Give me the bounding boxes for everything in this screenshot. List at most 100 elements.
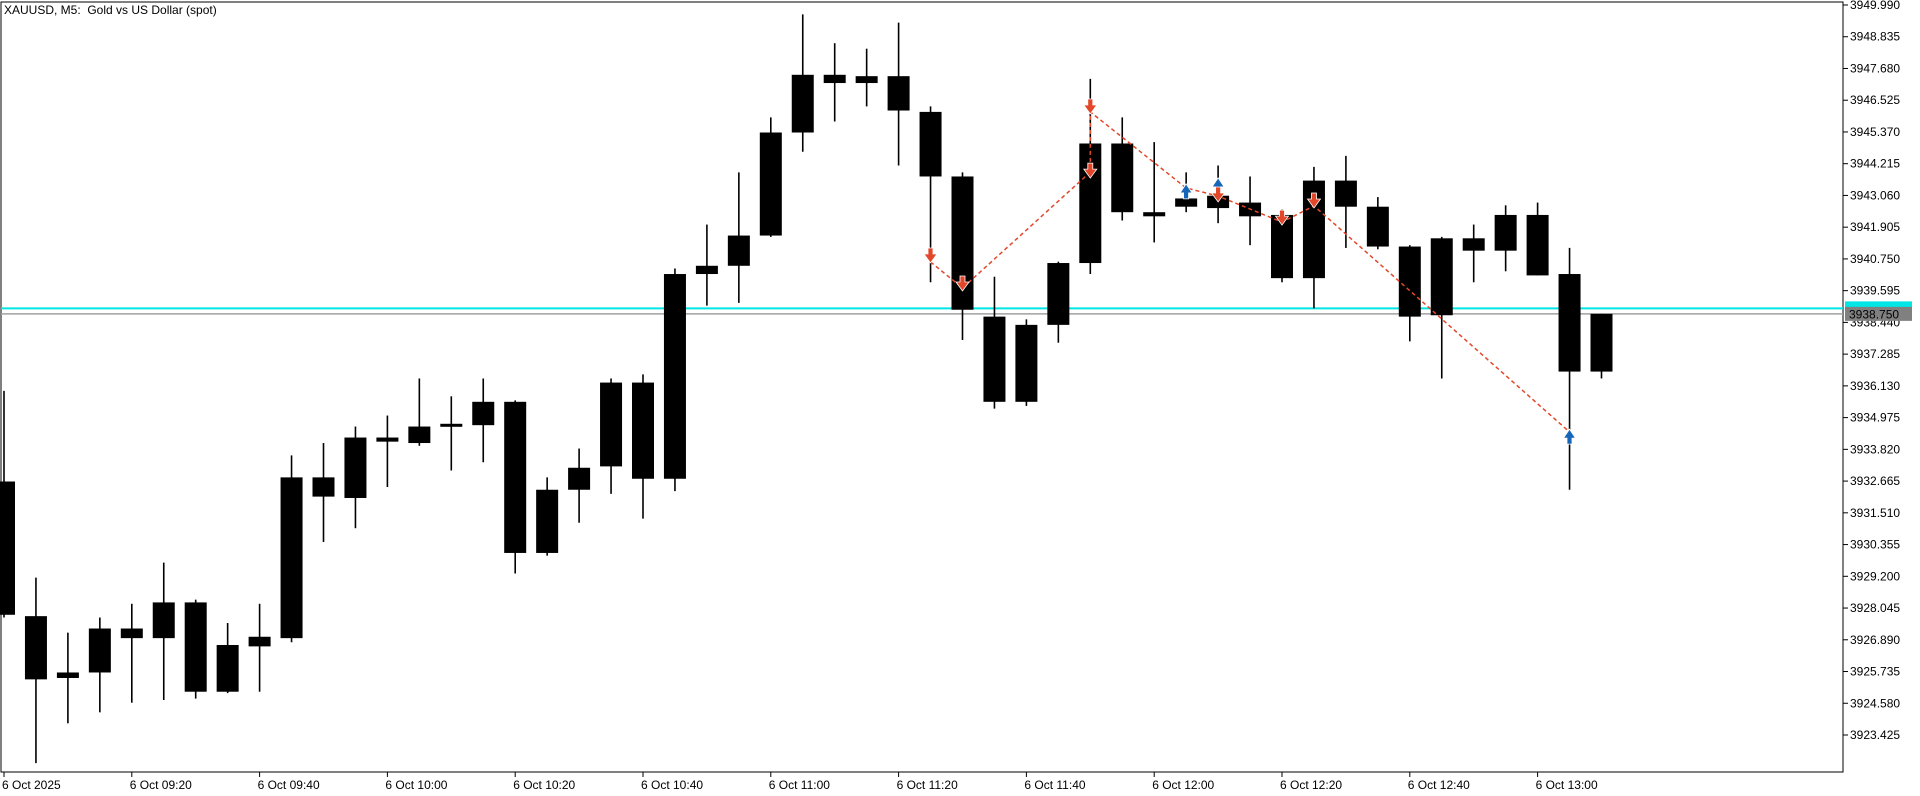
candle-body: [536, 489, 559, 553]
price-axis-label: 3925.735: [1850, 665, 1900, 679]
candle-body: [184, 602, 207, 692]
candle-body: [120, 628, 143, 639]
price-axis-label: 3944.215: [1850, 157, 1900, 171]
candle-body: [1494, 214, 1517, 251]
candle-body: [440, 423, 463, 427]
sell-arrow-icon: [923, 247, 938, 264]
time-axis-label: 6 Oct 11:40: [1024, 778, 1085, 792]
sell-arrow-icon: [1274, 209, 1290, 226]
candle-body: [1302, 180, 1325, 279]
price-axis-label: 3946.525: [1850, 93, 1900, 107]
time-axis-label: 6 Oct 13:00: [1536, 778, 1598, 792]
candle-body: [1079, 143, 1102, 264]
price-axis-label: 3926.890: [1850, 633, 1900, 647]
plot-border: [0, 1, 1844, 773]
candle-body: [887, 76, 910, 111]
candle-body: [1143, 212, 1166, 217]
candle-body: [600, 382, 623, 467]
price-axis-label: 3941.905: [1850, 220, 1900, 234]
price-axis-label: 3948.835: [1850, 30, 1900, 44]
time-axis-label: 6 Oct 12:20: [1280, 778, 1342, 792]
price-axis-label: 3928.045: [1850, 601, 1900, 615]
candle-body: [919, 111, 942, 177]
candle-body: [759, 132, 782, 236]
candle-body: [1462, 238, 1485, 251]
candle-body: [1271, 214, 1293, 279]
time-axis-label: 6 Oct 2025: [2, 778, 61, 792]
price-axis-label: 3933.820: [1850, 442, 1900, 456]
price-axis-label: 3934.975: [1850, 411, 1900, 425]
time-axis-label: 6 Oct 11:00: [769, 778, 830, 792]
candle-body: [376, 437, 399, 442]
sell-arrow-icon: [1083, 162, 1098, 179]
buy-arrow-icon: [1562, 428, 1577, 445]
candle-body: [791, 74, 814, 133]
candle-body: [1590, 313, 1613, 372]
time-axis-label: 6 Oct 12:00: [1152, 778, 1214, 792]
time-axis-label: 6 Oct 09:40: [258, 778, 320, 792]
candle-body: [1526, 214, 1549, 276]
candle-body: [855, 76, 878, 84]
candle-body: [951, 176, 974, 310]
candle-body: [632, 382, 654, 479]
candle-body: [727, 235, 750, 266]
candle-body: [1334, 180, 1357, 207]
candle-body: [823, 74, 846, 84]
price-axis-label: 3932.665: [1850, 474, 1900, 488]
candle-body: [1047, 263, 1070, 325]
time-axis-label: 6 Oct 10:40: [641, 778, 703, 792]
candle-body: [695, 265, 718, 275]
time-axis-label: 6 Oct 12:40: [1408, 778, 1470, 792]
candle-body: [1558, 274, 1581, 372]
candle-body: [663, 274, 686, 479]
price-axis-label: 3939.595: [1850, 284, 1900, 298]
price-axis-label: 3923.425: [1850, 728, 1900, 742]
price-axis-label: 3931.510: [1850, 506, 1900, 520]
candle-body: [56, 672, 79, 678]
price-axis-label: 3930.355: [1850, 538, 1900, 552]
candle-body: [344, 437, 367, 498]
candle-body: [408, 426, 431, 444]
price-axis-label: 3940.750: [1850, 252, 1900, 266]
time-axis-label: 6 Oct 10:20: [513, 778, 575, 792]
candle-body: [1015, 324, 1038, 402]
sell-arrow-icon: [955, 275, 970, 292]
candle-body: [568, 467, 591, 490]
price-axis-label: 3949.990: [1850, 0, 1900, 12]
sell-arrow-icon: [1306, 192, 1322, 209]
sell-arrow-icon: [1210, 186, 1226, 203]
price-axis-label: 3929.200: [1850, 569, 1900, 583]
price-axis-label: 3947.680: [1850, 61, 1900, 75]
bid-price-label: 3938.750: [1849, 307, 1899, 321]
time-axis-label: 6 Oct 09:20: [130, 778, 192, 792]
price-axis-label: 3924.580: [1850, 696, 1900, 710]
candle-body: [216, 645, 239, 692]
price-axis-label: 3937.285: [1850, 347, 1900, 361]
candle-body: [504, 401, 527, 553]
sell-arrow-icon: [1083, 98, 1098, 115]
price-axis-label: 3936.130: [1850, 379, 1900, 393]
candle-body: [0, 481, 15, 615]
buy-arrow-icon: [1179, 183, 1193, 200]
candle-body: [312, 477, 335, 497]
chart-title: XAUUSD, M5: Gold vs US Dollar (spot): [4, 3, 217, 17]
candle-body: [280, 477, 303, 639]
candle-body: [24, 616, 47, 680]
zigzag-line: [930, 110, 1570, 433]
price-axis-label: 3945.370: [1850, 125, 1900, 139]
candle-body: [472, 401, 495, 426]
candle-body: [1111, 143, 1134, 213]
price-axis-label: 3943.060: [1850, 188, 1900, 202]
candle-body: [1175, 198, 1198, 207]
time-axis-label: 6 Oct 11:20: [897, 778, 958, 792]
candle-body: [1430, 238, 1453, 316]
candle-body: [88, 628, 111, 673]
candle-body: [152, 602, 175, 639]
candle-body: [248, 636, 271, 647]
candle-body: [1366, 206, 1389, 247]
time-axis-label: 6 Oct 10:00: [385, 778, 447, 792]
candle-body: [983, 316, 1006, 402]
bid-price-tag: [1845, 306, 1912, 321]
